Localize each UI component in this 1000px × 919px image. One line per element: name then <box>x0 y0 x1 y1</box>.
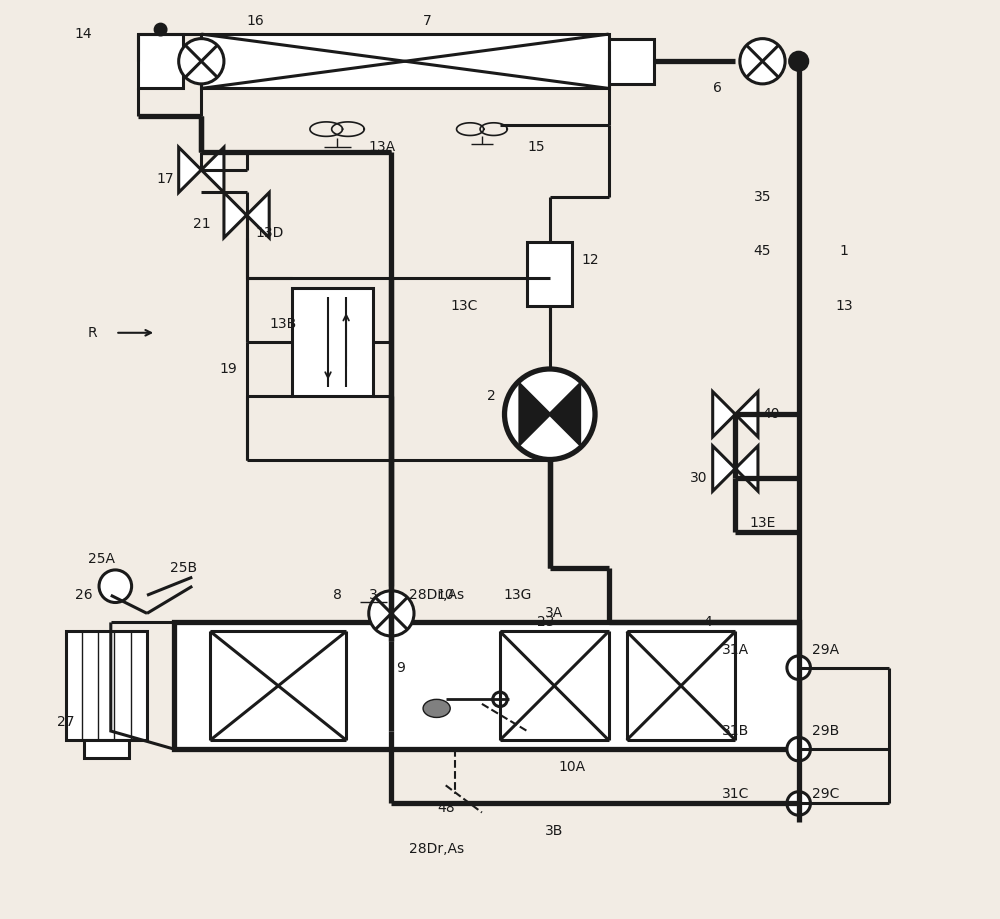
Text: 25B: 25B <box>170 562 197 575</box>
Bar <box>609 39 654 84</box>
Text: 16: 16 <box>247 14 264 28</box>
Circle shape <box>369 591 414 636</box>
Text: 48: 48 <box>437 801 455 815</box>
Text: 28Dr,As: 28Dr,As <box>409 842 464 856</box>
Circle shape <box>99 570 132 603</box>
Text: 13B: 13B <box>269 317 296 331</box>
Text: 13C: 13C <box>450 299 477 312</box>
Bar <box>292 288 373 396</box>
Circle shape <box>155 24 166 35</box>
Bar <box>174 622 799 749</box>
Circle shape <box>787 737 810 761</box>
Polygon shape <box>735 391 758 437</box>
Polygon shape <box>713 446 735 491</box>
Text: 12: 12 <box>582 254 599 267</box>
Text: 28Dr,As: 28Dr,As <box>409 588 464 602</box>
Text: 40: 40 <box>763 407 780 421</box>
Text: 31B: 31B <box>722 724 749 738</box>
Polygon shape <box>201 147 224 192</box>
Text: 2: 2 <box>487 389 495 403</box>
Text: 4: 4 <box>704 616 713 630</box>
Text: 35: 35 <box>754 190 771 204</box>
Bar <box>66 631 147 740</box>
Polygon shape <box>550 384 580 444</box>
Text: 31A: 31A <box>722 642 749 656</box>
Text: 21: 21 <box>193 217 210 232</box>
Text: 26: 26 <box>75 588 92 602</box>
Text: 13E: 13E <box>749 516 776 530</box>
Circle shape <box>505 369 595 460</box>
Text: 3: 3 <box>369 588 378 602</box>
Text: 10A: 10A <box>559 760 586 774</box>
Text: 13: 13 <box>835 299 853 312</box>
Text: 3B: 3B <box>545 823 563 837</box>
Circle shape <box>493 692 507 707</box>
Text: 13G: 13G <box>504 588 532 602</box>
Text: 30: 30 <box>690 471 708 484</box>
Text: 23: 23 <box>537 616 554 630</box>
Polygon shape <box>247 192 269 238</box>
Polygon shape <box>179 147 201 192</box>
Text: 3A: 3A <box>545 607 563 620</box>
Text: 25A: 25A <box>88 552 115 566</box>
Polygon shape <box>735 446 758 491</box>
Polygon shape <box>713 391 735 437</box>
Polygon shape <box>520 384 550 444</box>
Text: 19: 19 <box>220 362 237 376</box>
Bar <box>527 243 572 306</box>
Text: R: R <box>88 325 98 340</box>
Circle shape <box>787 656 810 679</box>
Text: 15: 15 <box>527 141 545 154</box>
Bar <box>84 740 129 758</box>
Circle shape <box>740 39 785 84</box>
Text: 17: 17 <box>156 172 174 186</box>
Circle shape <box>790 52 808 70</box>
Ellipse shape <box>423 699 450 718</box>
Circle shape <box>787 791 810 815</box>
Text: 10: 10 <box>437 588 455 602</box>
Polygon shape <box>224 192 247 238</box>
Text: 13A: 13A <box>369 141 396 154</box>
Text: 13D: 13D <box>255 226 283 240</box>
Text: 6: 6 <box>713 82 722 96</box>
Circle shape <box>179 39 224 84</box>
Text: 31C: 31C <box>722 788 749 801</box>
Text: 27: 27 <box>57 715 74 729</box>
Text: 29B: 29B <box>812 724 839 738</box>
Text: 8: 8 <box>333 588 342 602</box>
Bar <box>201 34 609 88</box>
Text: 7: 7 <box>423 14 432 28</box>
Text: 1: 1 <box>840 244 848 258</box>
Text: 14: 14 <box>75 27 92 41</box>
Text: 9: 9 <box>396 661 405 675</box>
Bar <box>138 34 183 88</box>
Text: 29A: 29A <box>812 642 839 656</box>
Text: 45: 45 <box>754 244 771 258</box>
Text: 29C: 29C <box>812 788 840 801</box>
